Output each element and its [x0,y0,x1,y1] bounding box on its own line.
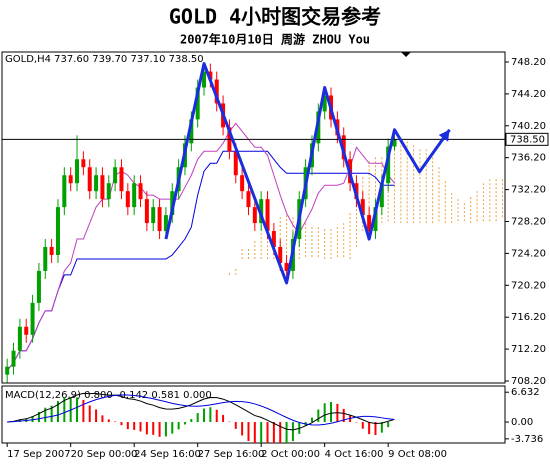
y-tick-label: 712.20 [511,344,546,355]
candle-body [360,199,365,216]
macd-tick-label: 0.00 [511,417,533,428]
y-tick-label: 720.20 [511,280,546,291]
price-info: GOLD,H4 737.60 739.70 737.10 738.50 [5,54,204,65]
y-tick-label: 736.20 [511,153,546,164]
candle-body [36,270,41,303]
y-tick-label: 732.20 [511,185,546,196]
x-tick-label: 4 Oct 16:00 [325,449,384,460]
y-tick-label: 708.20 [511,376,546,387]
candle-body [157,207,162,232]
candle-body [132,183,137,208]
candle-body [43,247,48,271]
candle-body [81,159,86,168]
candle-body [189,119,194,144]
trend-arrowhead [438,129,450,142]
candle-body [119,167,124,192]
candle-body [373,207,378,232]
macd-frame [1,385,506,444]
trend-annotation [164,62,451,285]
candle-body [202,71,207,88]
y-tick-label: 724.20 [511,248,546,259]
y-tick-label: 716.20 [511,312,546,323]
candle-body [284,262,289,271]
y-tick-label: 740.20 [511,121,546,132]
candle-body [214,79,219,104]
title: GOLD 4小时图交易参考 [169,5,381,29]
candle-body [68,175,73,184]
candle-body [240,175,245,192]
candle-body [151,207,156,224]
shift-marker [401,52,411,57]
x-tick-label: 9 Oct 08:00 [388,449,447,460]
tenkan-line [6,122,395,371]
candle-body [367,215,372,232]
macd-tick-label: 6.632 [511,387,540,398]
subtitle: 2007年10月10日 周游 ZHOU You [180,32,370,47]
candle-body [322,95,327,112]
x-tick-label: 24 Sep 16:00 [134,449,201,460]
y-tick-label: 744.20 [511,89,546,100]
signal-line [7,394,395,426]
candle-body [87,167,92,192]
candle-body [30,302,35,335]
candle-body [233,151,238,176]
candle-body [195,87,200,120]
plot-frame [1,51,506,384]
y-tick-label: 728.20 [511,216,546,227]
candle-body [144,199,149,224]
candle-body [55,207,60,255]
candle-body [75,159,80,184]
candle-body [265,199,270,232]
x-tick-label: 27 Sep 16:00 [198,449,265,460]
x-tick-label: 20 Sep 00:00 [71,449,138,460]
candle-body [246,191,251,208]
candle-body [379,183,384,208]
candle-body [94,175,99,192]
candle-body [113,167,118,184]
candle-body [17,326,22,351]
x-tick-label: 2 Oct 00:00 [261,449,320,460]
candle-body [24,326,29,335]
candle-body [5,366,10,375]
x-tick-label: 17 Sep 2007 [7,449,70,460]
candle-body [62,175,67,208]
candle-body [11,350,16,367]
candle-body [106,183,111,200]
y-tick-label: 748.20 [511,57,546,68]
candle-body [278,247,283,263]
candle-body [100,175,105,200]
candle-body [259,199,264,224]
kijun-line [6,150,395,371]
macd-line [7,392,395,431]
candle-body [386,146,391,184]
candle-body [163,215,168,232]
macd-tick-label: -3.736 [511,434,543,445]
price-label: 738.50 [510,134,545,145]
candle-body [138,183,143,200]
candle-body [271,231,276,248]
candle-body [49,247,54,255]
candle-body [125,191,130,208]
price-box [505,132,549,146]
candle-body [208,71,213,80]
candle-body [252,207,257,224]
candle-body [392,139,397,147]
